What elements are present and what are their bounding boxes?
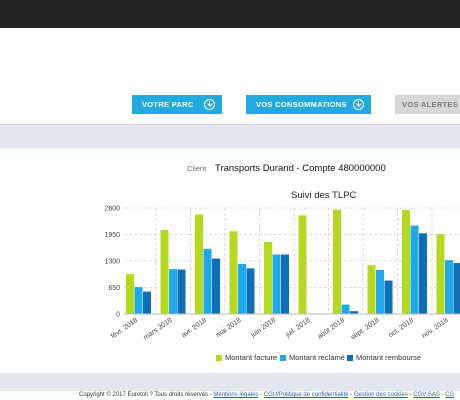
- vos-alertes-button[interactable]: VOS ALERTES: [395, 95, 460, 114]
- x-tick-label: sept. 2018: [350, 317, 381, 340]
- footer-link-cgv[interactable]: CGV SAS: [413, 392, 440, 398]
- x-tick-label: juin 2018: [249, 317, 277, 340]
- votre-parc-label: VOTRE PARC: [142, 100, 194, 109]
- bar: [436, 234, 445, 314]
- y-tick-label: 1950: [104, 232, 120, 239]
- bar: [212, 258, 220, 314]
- x-tick-label: févr. 2018: [110, 317, 139, 340]
- x-tick-label: mars 2018: [143, 317, 174, 340]
- y-tick-label: 2600: [104, 206, 120, 213]
- download-icon: [353, 99, 364, 110]
- bar: [246, 268, 255, 314]
- top-bar: [0, 0, 460, 28]
- tlpc-bar-chart: 0 650 1300 1950 2600 févr. 2018 mars 2018 avr. …: [104, 206, 460, 340]
- bar: [350, 311, 358, 314]
- bar: [134, 287, 143, 314]
- bar: [203, 248, 212, 314]
- download-icon: [204, 99, 215, 110]
- bar: [453, 263, 460, 314]
- footer-link-cookies[interactable]: Gestion des cookies: [353, 392, 408, 398]
- bar: [281, 254, 289, 314]
- y-tick-label: 650: [108, 285, 120, 292]
- bar: [419, 233, 427, 314]
- footer: Copyright © 2017 Eurotoll ? Tous droits …: [0, 391, 460, 400]
- chart-title: Suivi des TLPC: [291, 190, 357, 201]
- bar: [272, 254, 281, 314]
- y-tick-label: 1300: [104, 259, 120, 266]
- footer-link-mentions[interactable]: Mentions légales: [213, 392, 259, 398]
- footer-link-cgu[interactable]: CGU/Politique de confidentialité: [263, 392, 349, 398]
- bar: [298, 215, 307, 314]
- bar: [143, 291, 151, 314]
- bar: [177, 269, 186, 314]
- x-tick-label: oct. 2018: [388, 317, 416, 339]
- bar: [341, 304, 350, 314]
- bar: [126, 274, 134, 314]
- x-tick-label: juil. 2018: [284, 317, 312, 339]
- separator-band: [0, 124, 460, 149]
- legend-item-montant-facture[interactable]: Montant facture: [216, 353, 277, 362]
- votre-parc-button[interactable]: VOTRE PARC: [132, 95, 222, 114]
- client-label: Client: [187, 164, 207, 173]
- client-value: Transports Durand - Compte 480000000: [215, 163, 386, 174]
- legend-label: Montant rembourse: [356, 353, 422, 362]
- x-tick-label: mai 2018: [215, 317, 243, 339]
- legend-label: Montant facture: [225, 353, 278, 362]
- bar: [384, 280, 393, 314]
- bar: [169, 269, 177, 314]
- header: [0, 28, 460, 124]
- bar: [402, 210, 410, 314]
- y-tick-label: 0: [116, 312, 120, 319]
- bar: [445, 260, 453, 314]
- legend-item-montant-reclame[interactable]: Montant reclamé: [280, 353, 345, 362]
- legend-label: Montant reclamé: [289, 353, 345, 362]
- x-tick-label: avr. 2018: [181, 317, 209, 339]
- bar: [229, 231, 238, 314]
- copyright-text: Copyright © 2017 Eurotoll ? Tous droits …: [79, 392, 214, 398]
- legend-swatch: [216, 354, 222, 361]
- bar: [376, 269, 384, 314]
- vos-alertes-label: VOS ALERTES: [402, 100, 458, 109]
- legend-item-montant-rembourse[interactable]: Montant rembourse: [347, 353, 421, 362]
- bar: [238, 263, 246, 314]
- vos-consommations-button[interactable]: VOS CONSOMMATIONS: [246, 95, 371, 114]
- bar: [367, 265, 376, 314]
- footer-link-cg[interactable]: CG: [445, 392, 455, 398]
- bar: [160, 230, 169, 314]
- bar: [195, 214, 203, 314]
- x-tick-label: nov. 2018: [421, 317, 450, 340]
- bar: [264, 241, 272, 314]
- bar: [410, 225, 419, 314]
- x-tick-label: août 2018: [317, 317, 347, 340]
- bar: [333, 209, 341, 314]
- vos-consommations-label: VOS CONSOMMATIONS: [256, 100, 347, 109]
- legend-swatch: [280, 354, 286, 361]
- legend-swatch: [347, 354, 353, 361]
